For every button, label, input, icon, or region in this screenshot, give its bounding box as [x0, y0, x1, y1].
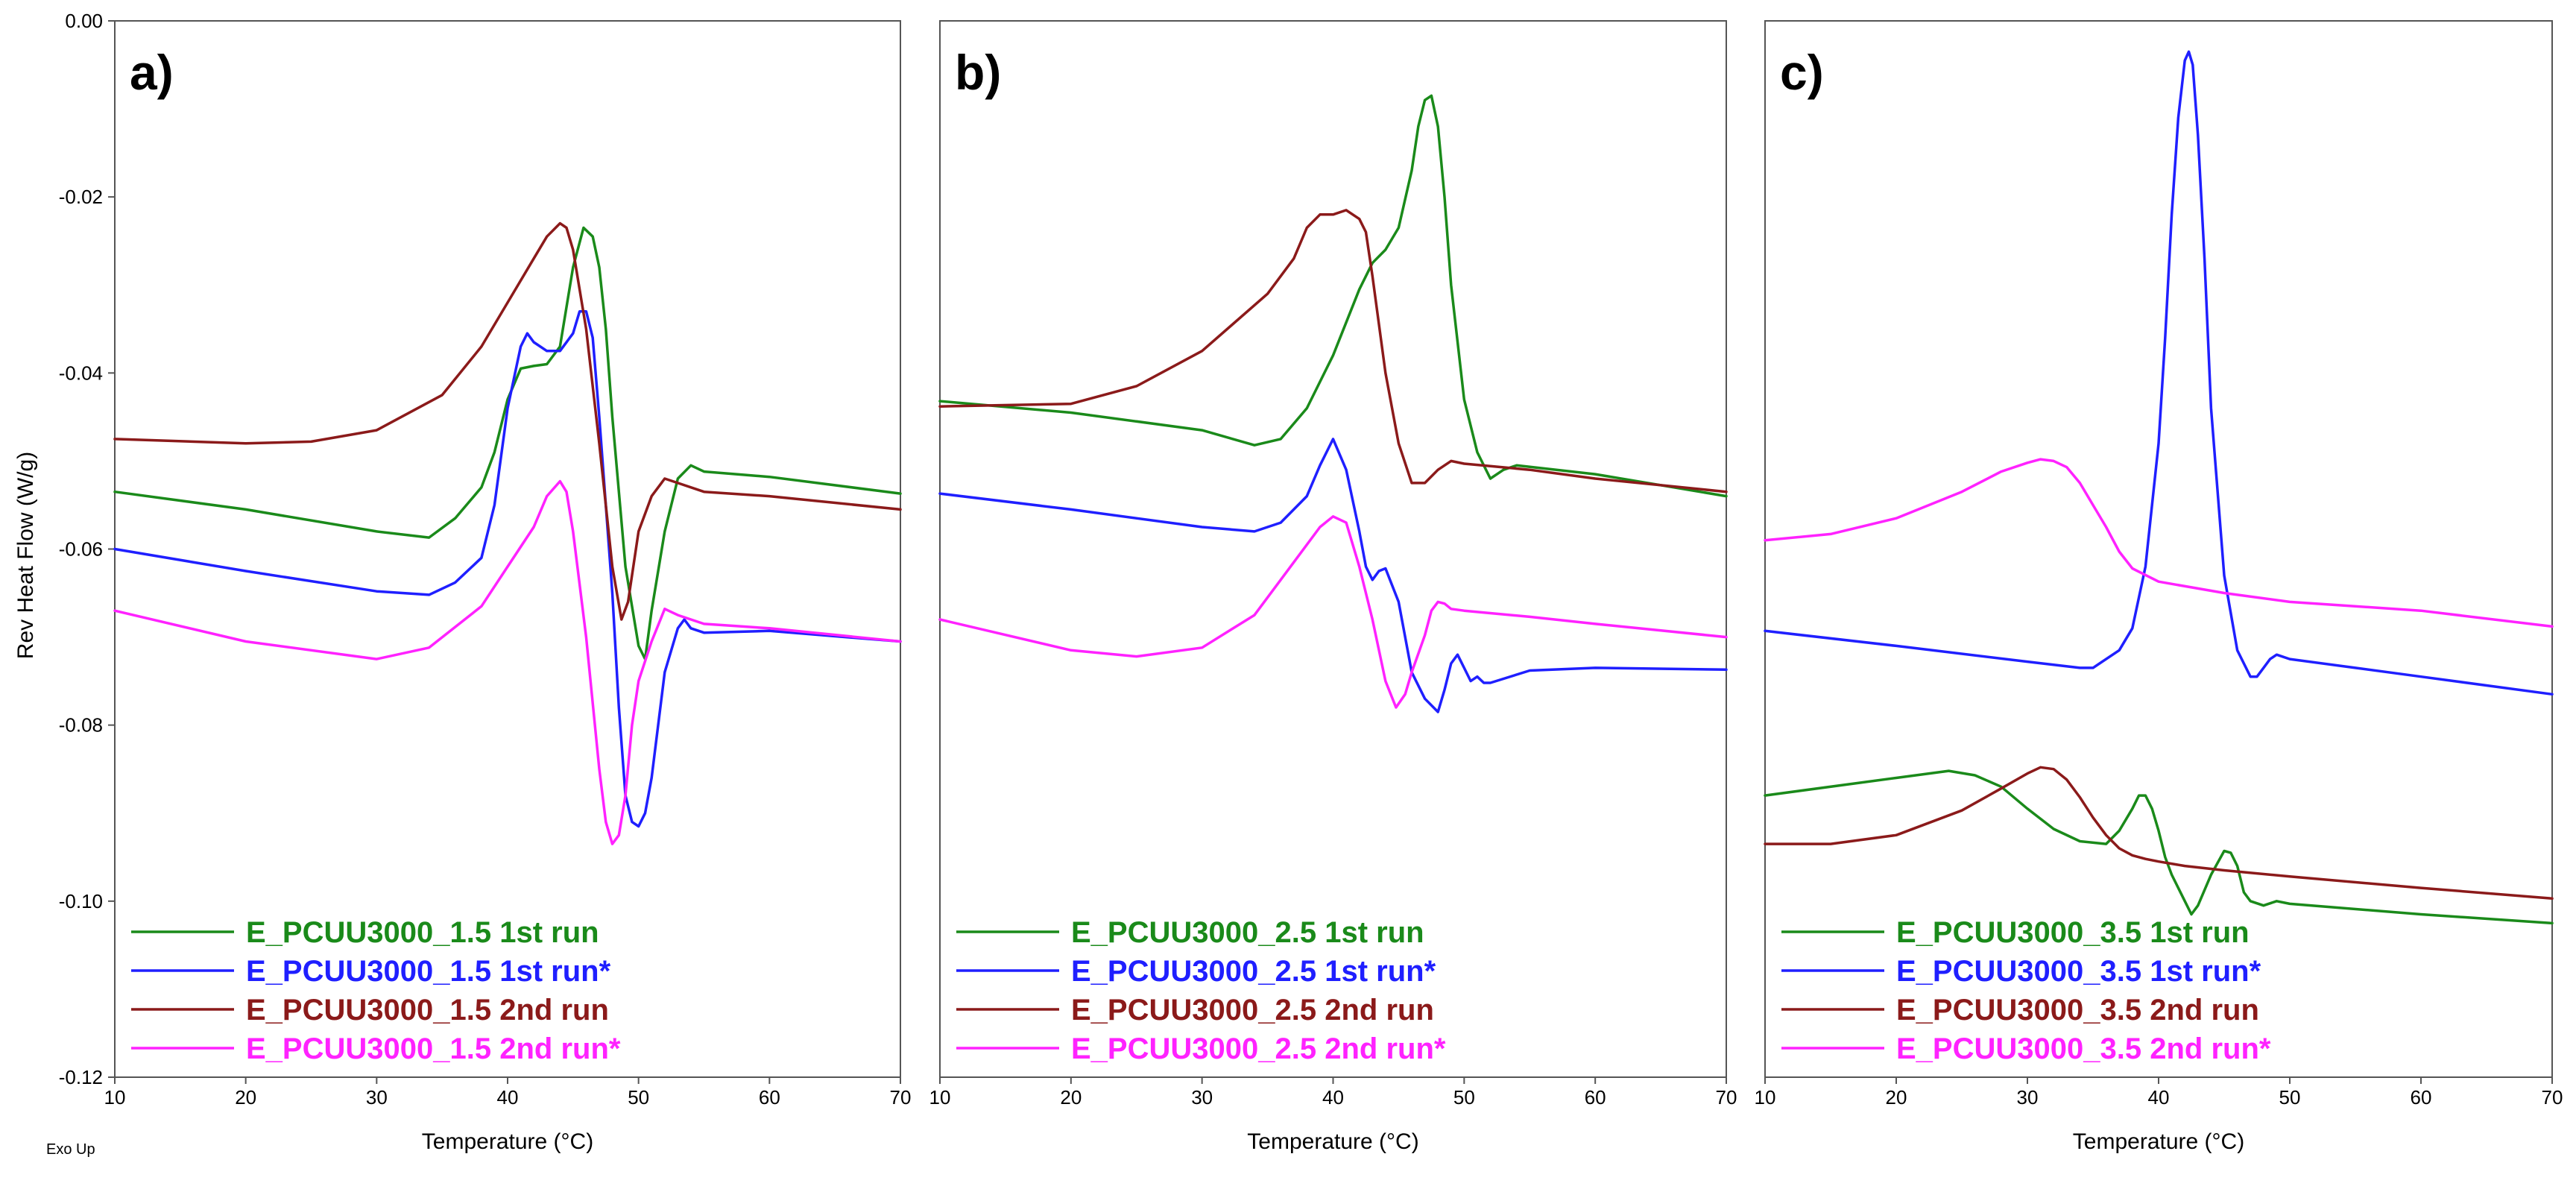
series-line: [938, 515, 1728, 709]
series-line: [113, 479, 902, 845]
y-tick-label: -0.06: [59, 538, 103, 561]
x-tick-label: 20: [235, 1086, 256, 1109]
x-tick-label: 40: [2148, 1086, 2170, 1109]
legend-entry: E_PCUU3000_1.5 1st run: [246, 916, 599, 949]
y-axis-title: Rev Heat Flow (W/g): [13, 452, 38, 659]
exo-up-label: Exo Up: [46, 1141, 95, 1158]
legend: E_PCUU3000_2.5 1st run E_PCUU3000_2.5 1st…: [956, 916, 1446, 1065]
legend-entry: E_PCUU3000_2.5 1st run*: [1071, 955, 1436, 988]
legend-entry: E_PCUU3000_3.5 2nd run: [1896, 994, 2259, 1027]
y-tick-label: -0.10: [59, 890, 103, 912]
series-line: [938, 438, 1728, 713]
x-tick-label: 70: [890, 1086, 912, 1109]
x-tick-label: 10: [1755, 1086, 1776, 1109]
x-axis-title: Temperature (°C): [422, 1129, 593, 1154]
x-tick-label: 60: [759, 1086, 780, 1109]
legend-entry: E_PCUU3000_3.5 1st run: [1896, 916, 2250, 949]
y-tick-label: -0.04: [59, 362, 103, 384]
x-tick-label: 30: [366, 1086, 388, 1109]
series-line: [1764, 766, 2554, 901]
y-tick-label: 0.00: [65, 10, 103, 32]
x-tick-label: 60: [2411, 1086, 2432, 1109]
y-tick-label: -0.02: [59, 186, 103, 208]
series-line: [1764, 769, 2554, 925]
x-tick-label: 50: [1453, 1086, 1475, 1109]
series-line: [113, 221, 902, 621]
x-axis-title: Temperature (°C): [2073, 1129, 2244, 1154]
legend-entry: E_PCUU3000_1.5 2nd run: [246, 994, 609, 1027]
legend: E_PCUU3000_3.5 1st run E_PCUU3000_3.5 1st…: [1781, 916, 2271, 1065]
panel-label: c): [1780, 45, 1824, 100]
x-tick-label: 30: [2017, 1086, 2039, 1109]
plot-frame: [1764, 20, 2553, 1078]
x-tick-label: 20: [1060, 1086, 1082, 1109]
x-tick-label: 30: [1191, 1086, 1213, 1109]
y-tick-label: -0.12: [59, 1066, 103, 1088]
legend-entry: E_PCUU3000_1.5 2nd run*: [246, 1032, 621, 1065]
chart-panel-1: 10 20 30 40 50 60 70 0.00 -0.02 -0.04 -0.06 -0.08 -0…: [59, 10, 912, 1154]
legend-entry: E_PCUU3000_2.5 1st run: [1071, 916, 1424, 949]
y-tick-label: -0.08: [59, 714, 103, 737]
series-line: [1764, 50, 2554, 696]
x-tick-label: 50: [2279, 1086, 2301, 1109]
legend-entry: E_PCUU3000_1.5 1st run*: [246, 955, 611, 988]
legend-entry: E_PCUU3000_3.5 1st run*: [1896, 955, 2261, 988]
legend: E_PCUU3000_1.5 1st run E_PCUU3000_1.5 1st…: [131, 916, 621, 1065]
series-line: [1764, 458, 2554, 628]
series-line: [113, 309, 902, 828]
x-tick-label: 10: [929, 1086, 951, 1109]
legend-entry: E_PCUU3000_2.5 2nd run: [1071, 994, 1434, 1027]
plot-frame: [114, 20, 901, 1078]
x-tick-label: 10: [104, 1086, 126, 1109]
series-line: [938, 94, 1728, 498]
panels-group: 10 20 30 40 50 60 70 0.00 -0.02 -0.04 -0.06 -0.08 -0…: [59, 10, 2563, 1154]
legend-entry: E_PCUU3000_2.5 2nd run*: [1071, 1032, 1446, 1065]
panel-label: b): [955, 45, 1001, 100]
panel-label: a): [130, 45, 174, 100]
chart-panel-2: 10 20 30 40 50 60 70 Temperature (°C) b) E_PCUU30…: [929, 20, 1737, 1154]
series-line: [113, 226, 902, 660]
x-tick-label: 70: [2542, 1086, 2563, 1109]
x-axis-title: Temperature (°C): [1247, 1129, 1418, 1154]
plot-frame: [939, 20, 1727, 1078]
x-tick-label: 70: [1716, 1086, 1737, 1109]
x-tick-label: 20: [1886, 1086, 1907, 1109]
x-tick-label: 50: [628, 1086, 649, 1109]
chart-panel-3: 10 20 30 40 50 60 70 Temperature (°C) c) E_PCUU30…: [1755, 20, 2563, 1154]
series-line: [938, 209, 1728, 493]
x-tick-label: 40: [497, 1086, 519, 1109]
legend-entry: E_PCUU3000_3.5 2nd run*: [1896, 1032, 2271, 1065]
x-tick-label: 40: [1322, 1086, 1344, 1109]
x-tick-label: 60: [1585, 1086, 1606, 1109]
